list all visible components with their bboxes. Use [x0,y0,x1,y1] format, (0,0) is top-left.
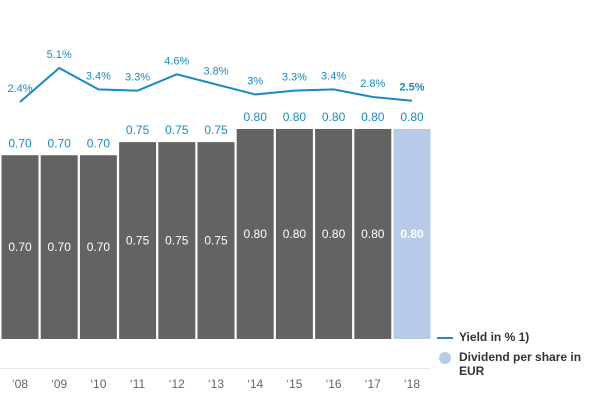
x-tick-label: ‘13 [208,377,224,391]
legend-item-yield[interactable]: Yield in % 1) [437,330,597,344]
bar-top-label: 0.75 [126,123,150,137]
bar[interactable] [197,142,235,339]
bar[interactable] [315,129,353,339]
bar-inner-label: 0.80 [283,227,307,241]
x-tick-label: ‘08 [12,377,28,391]
x-tick-label: ‘18 [404,377,420,391]
yield-label: 5.1% [47,49,72,61]
yield-label: 3.4% [321,70,346,82]
bar-inner-label: 0.75 [204,234,228,248]
bar-top-label: 0.75 [204,123,228,137]
yield-label: 3.3% [282,72,307,84]
bar-top-label: 0.70 [87,136,111,150]
yield-label: 2.8% [360,78,385,90]
bar-inner-label: 0.80 [400,227,424,241]
x-tick-label: ‘15 [286,377,302,391]
yield-label: 4.6% [164,55,189,67]
bar[interactable] [119,142,157,339]
yield-label: 3.4% [86,70,111,82]
bar[interactable] [79,155,117,339]
bar-top-label: 0.75 [165,123,189,137]
bar[interactable] [1,155,39,339]
x-tick-label: ‘10 [90,377,106,391]
bar-top-label: 0.80 [400,110,424,124]
bar[interactable] [275,129,313,339]
line-swatch-icon [437,337,453,339]
yield-label: 2.5% [399,82,424,94]
bar-top-label: 0.80 [361,110,385,124]
bar[interactable] [40,155,78,339]
x-tick-label: ‘12 [169,377,185,391]
bar-top-label: 0.80 [244,110,268,124]
bar-top-label: 0.70 [8,136,32,150]
bar-inner-label: 0.70 [87,240,111,254]
yield-line [19,66,413,103]
bar-inner-label: 0.75 [126,234,150,248]
bar-inner-label: 0.80 [244,227,268,241]
bar-top-label: 0.80 [283,110,307,124]
x-tick-label: ‘14 [247,377,263,391]
bar-inner-label: 0.70 [48,240,72,254]
bar-inner-label: 0.75 [165,234,189,248]
yield-label: 2.4% [7,83,32,95]
bar-inner-label: 0.80 [322,227,346,241]
bar-top-label: 0.70 [48,136,72,150]
bar[interactable] [236,129,274,339]
x-tick-label: ‘17 [365,377,381,391]
yield-label: 3% [247,75,263,87]
bar-inner-label: 0.80 [361,227,385,241]
bar-top-label: 0.80 [322,110,346,124]
x-tick-label: ‘11 [130,377,145,391]
x-tick-label: ‘09 [51,377,67,391]
dot-swatch-icon [439,352,451,364]
legend-item-dividend[interactable]: Dividend per share in EUR [437,350,597,378]
bar-inner-label: 0.70 [8,240,32,254]
yield-label: 3.8% [203,65,228,77]
bar[interactable] [354,129,392,339]
bar[interactable] [158,142,196,339]
legend: Yield in % 1) Dividend per share in EUR [437,330,597,384]
yield-label: 3.3% [125,72,150,84]
x-tick-label: ‘16 [326,377,342,391]
bar[interactable] [393,129,431,339]
